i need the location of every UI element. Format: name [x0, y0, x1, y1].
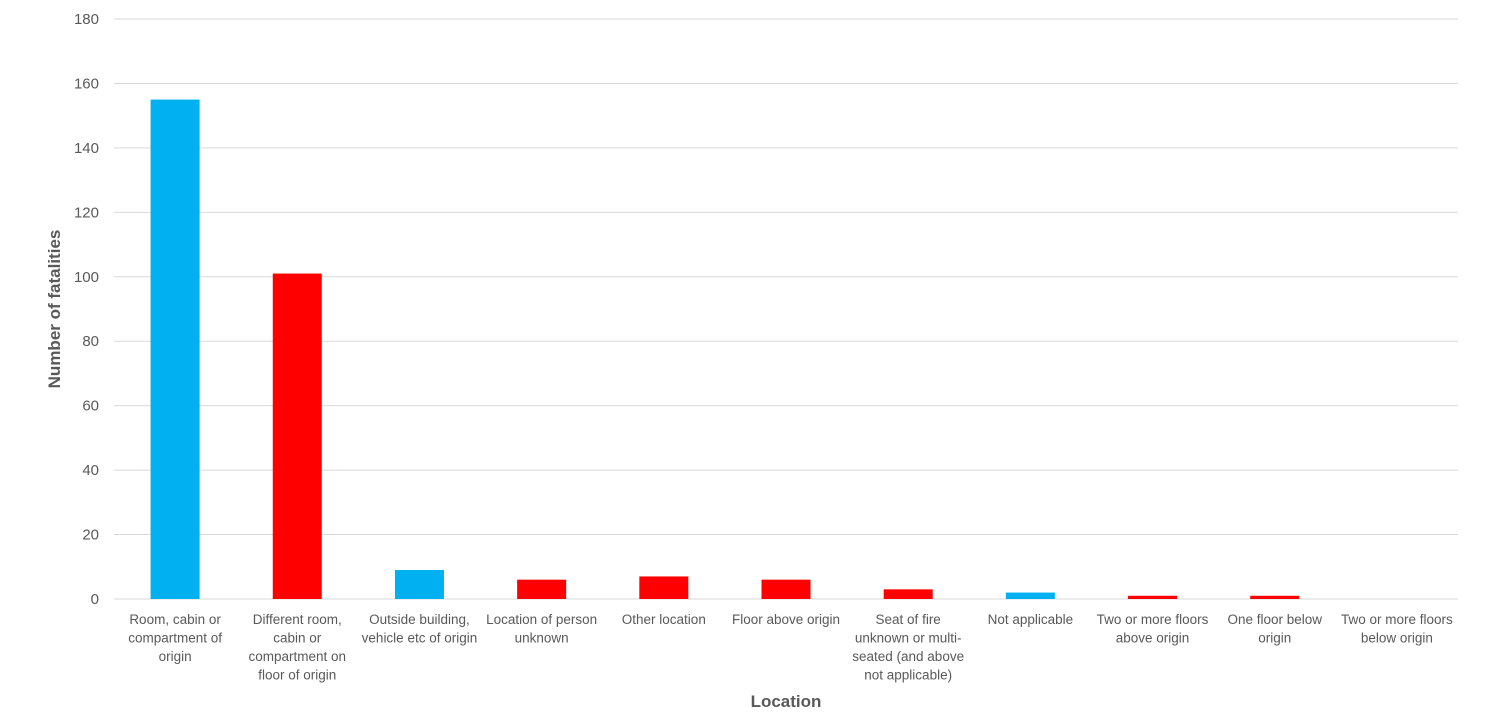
x-category-label-line: compartment of — [128, 631, 222, 646]
x-category-label: Room, cabin or compartment of origin — [128, 612, 222, 664]
x-category-label-line: Location of person — [486, 612, 597, 627]
x-category-label-line: not applicable) — [864, 668, 952, 683]
gridlines — [114, 18, 1458, 600]
x-category-label: Location of person unknown — [486, 612, 597, 646]
y-tick-label: 160 — [74, 75, 99, 92]
y-tick-label: 20 — [82, 527, 99, 544]
bar — [1128, 595, 1178, 599]
y-tick-label: 60 — [82, 398, 99, 415]
y-axis-ticks: 0 20 40 60 80 100 120 140 160 180 — [74, 11, 99, 608]
y-tick-label: 40 — [82, 462, 99, 479]
x-category-label-line: Floor above origin — [732, 612, 840, 627]
bar — [272, 273, 322, 599]
x-category-label-line: origin — [1258, 631, 1291, 646]
bar — [1250, 595, 1300, 599]
x-category-label: Different room, cabin or compartment on flo… — [248, 612, 346, 683]
x-category-label-line: Room, cabin or — [129, 612, 221, 627]
x-category-label-line: compartment on — [248, 649, 346, 664]
x-category-label-line: seated (and above — [852, 649, 964, 664]
x-category-label-line: Other location — [622, 612, 706, 627]
x-axis-category-labels: Room, cabin or compartment of origin Differ… — [128, 612, 1453, 683]
x-category-label: Other location — [622, 612, 706, 627]
bar — [761, 579, 811, 599]
y-axis-title: Number of fatalities — [45, 230, 64, 389]
y-tick-label: 140 — [74, 140, 99, 157]
x-category-label: Outside building, vehicle etc of origin — [362, 612, 478, 646]
x-category-label: One floor below origin — [1227, 612, 1322, 646]
x-category-label-line: One floor below — [1227, 612, 1322, 627]
y-tick-label: 100 — [74, 269, 99, 286]
x-category-label-line: below origin — [1361, 631, 1433, 646]
x-category-label-line: origin — [159, 649, 192, 664]
x-category-label-line: Different room, — [253, 612, 342, 627]
x-category-label-line: cabin or — [273, 631, 322, 646]
y-tick-label: 80 — [82, 333, 99, 350]
x-category-label: Two or more floors above origin — [1097, 612, 1209, 646]
y-tick-label: 120 — [74, 204, 99, 221]
bars — [150, 99, 1300, 600]
bar — [883, 589, 933, 599]
bar — [1005, 592, 1055, 599]
x-category-label-line: above origin — [1116, 631, 1190, 646]
bar — [639, 576, 689, 599]
x-category-label-line: Two or more floors — [1341, 612, 1453, 627]
x-category-label: Not applicable — [988, 612, 1074, 627]
x-category-label-line: unknown — [515, 631, 569, 646]
x-category-label-line: vehicle etc of origin — [362, 631, 478, 646]
x-category-label-line: Two or more floors — [1097, 612, 1209, 627]
x-category-label-line: floor of origin — [258, 668, 336, 683]
x-category-label-line: Seat of fire — [876, 612, 941, 627]
x-category-label-line: Not applicable — [988, 612, 1074, 627]
bar — [394, 570, 444, 599]
x-category-label: Floor above origin — [732, 612, 840, 627]
x-category-label-line: unknown or multi- — [855, 631, 962, 646]
x-axis-title: Location — [751, 692, 822, 711]
y-tick-label: 0 — [91, 591, 99, 608]
x-category-label: Seat of fire unknown or multi-seated (and… — [852, 612, 964, 683]
bar — [517, 579, 567, 599]
x-category-label-line: Outside building, — [369, 612, 470, 627]
bar — [150, 99, 200, 600]
y-tick-label: 180 — [74, 11, 99, 28]
x-category-label: Two or more floors below origin — [1341, 612, 1453, 646]
